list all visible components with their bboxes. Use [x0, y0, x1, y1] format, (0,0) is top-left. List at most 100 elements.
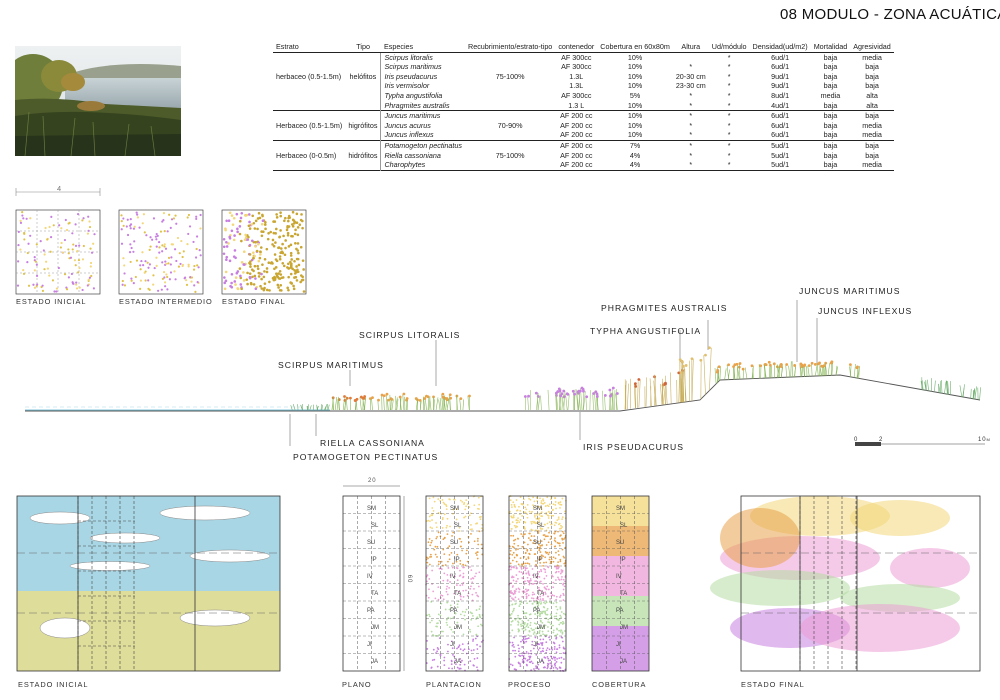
plant-dot [295, 279, 299, 282]
plant-dot [464, 508, 467, 511]
plant-dot [562, 612, 565, 615]
zone-label: JM [454, 625, 462, 631]
plant-dot [459, 545, 462, 548]
plant-dot [448, 667, 450, 670]
label-juncus-maritimus: JUNCUS MARITIMUS [799, 286, 901, 296]
plant-dot [287, 267, 291, 270]
plant-dot [254, 245, 257, 248]
plant-dot [438, 634, 441, 637]
plant-dot [532, 520, 534, 523]
cell-densidad: 9ud/1 [771, 71, 790, 81]
plant-dot [471, 577, 474, 579]
plant-stem [334, 397, 338, 411]
plant-dot [252, 256, 255, 260]
cell-ud: * [727, 52, 731, 62]
plant-dot [296, 268, 299, 272]
plant-dot [469, 660, 472, 663]
plant-stem [459, 398, 462, 411]
plant-dot [199, 254, 202, 257]
plant-dot [528, 630, 531, 632]
plant-dot [78, 244, 81, 247]
plant-dot [456, 579, 459, 582]
plant-dot [434, 597, 437, 600]
plant-dot [523, 612, 526, 615]
plant-dot [509, 616, 512, 619]
plant-dot [517, 548, 519, 551]
plant-dot [426, 639, 428, 642]
plant-dot [459, 584, 462, 587]
plant-dot [248, 272, 252, 275]
plant-dot [555, 507, 557, 510]
plant-dot [552, 581, 555, 584]
plant-stem [338, 399, 340, 411]
plant-dot [561, 623, 564, 625]
plant-dot [446, 624, 449, 626]
cell-agresividad: baja [865, 111, 879, 121]
plant-head [615, 392, 619, 395]
plant-dot [526, 503, 529, 506]
plant-dot [247, 213, 251, 216]
zone-label: SL [620, 523, 628, 529]
plant-head [699, 358, 703, 362]
plant-dot [514, 603, 517, 605]
plant-dot [477, 543, 480, 546]
plant-dot [512, 643, 515, 646]
plant-dot [509, 613, 511, 616]
table-header: Estrato Tipo Especies Recubrimiento/estr… [273, 42, 894, 53]
plant-stem [331, 396, 334, 411]
plant-dot [238, 219, 242, 223]
plant-dot [479, 623, 482, 626]
plant-dot [50, 215, 53, 218]
plant-dot [17, 230, 20, 233]
plant-dot [455, 663, 457, 666]
plant-dot [236, 227, 239, 231]
plant-dot [534, 644, 537, 647]
plant-dot [517, 563, 520, 566]
plant-dot [302, 290, 306, 293]
plant-dot [480, 640, 483, 643]
plant-dot [561, 518, 564, 521]
plant-dot [278, 235, 282, 239]
plant-dot [223, 276, 226, 279]
plant-dot [478, 615, 481, 617]
plant-dot [291, 225, 295, 228]
cell-contenedor: AF 200 cc [560, 130, 593, 140]
plant-dot [451, 667, 454, 670]
plant-dot [260, 230, 263, 233]
plant-dot [544, 656, 547, 659]
plant-dot [275, 272, 278, 276]
plant-dot [541, 502, 544, 505]
plant-dot [77, 258, 81, 262]
plant-head [362, 396, 366, 400]
plant-dot [555, 567, 558, 570]
plant-stem [807, 365, 810, 377]
plant-dot [559, 594, 562, 597]
plant-stem [345, 398, 348, 411]
plant-stem [527, 396, 529, 411]
plant-dot [538, 588, 541, 591]
plant-dot [455, 567, 458, 569]
plant-dot [426, 648, 429, 650]
cell-agresividad: alta [866, 90, 878, 100]
plant-dot [167, 256, 171, 259]
plant-dot [534, 553, 537, 555]
plant-dot [546, 613, 549, 616]
cell-ud: * [727, 130, 731, 140]
plant-dot [547, 657, 550, 660]
plant-dot [556, 618, 559, 621]
plant-dot [531, 510, 533, 513]
plant-stem [663, 384, 666, 405]
col-header: Agresividad [850, 42, 894, 53]
plant-head [735, 362, 739, 366]
plant-dot [520, 567, 523, 570]
plant-head [562, 389, 566, 393]
plant-stem [637, 381, 639, 408]
plant-stem [427, 396, 430, 411]
col-header: Ud/módulo [708, 42, 750, 53]
plant-dot [436, 545, 439, 548]
plant-dot [459, 595, 462, 598]
plant-dot [442, 579, 445, 582]
plant-head [727, 363, 731, 367]
plant-head [717, 365, 721, 369]
plant-dot [452, 498, 455, 501]
